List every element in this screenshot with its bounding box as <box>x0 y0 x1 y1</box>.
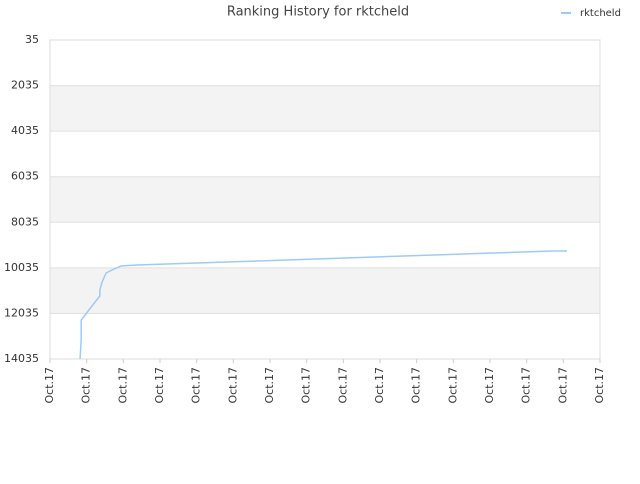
x-tick-label: Oct.17 <box>336 367 349 404</box>
x-tick-label: Oct.17 <box>226 367 239 404</box>
chart-title: Ranking History for rktcheld <box>227 5 409 20</box>
y-tick-label: 14035 <box>4 352 39 365</box>
y-tick-label: 2035 <box>11 79 39 92</box>
x-tick-label: Oct.17 <box>190 367 203 404</box>
x-tick-label: Oct.17 <box>483 367 496 404</box>
x-tick-label: Oct.17 <box>43 367 56 404</box>
y-tick-label: 12035 <box>4 306 39 319</box>
x-tick-label: Oct.17 <box>300 367 313 404</box>
y-tick-label: 4035 <box>11 124 39 137</box>
y-tick-label: 10035 <box>4 261 39 274</box>
grid-band <box>50 85 600 132</box>
x-tick-label: Oct.17 <box>446 367 459 404</box>
x-tick-label: Oct.17 <box>116 367 129 404</box>
x-tick-label: Oct.17 <box>593 367 606 404</box>
legend-label: rktcheld <box>580 8 621 19</box>
grid-band <box>50 267 600 314</box>
x-tick-label: Oct.17 <box>263 367 276 404</box>
plot-frame <box>49 39 601 360</box>
x-tick-label: Oct.17 <box>556 367 569 404</box>
y-tick-label: 6035 <box>11 170 39 183</box>
x-tick-label: Oct.17 <box>410 367 423 404</box>
y-tick-label: 8035 <box>11 215 39 228</box>
grid-band <box>50 176 600 223</box>
line-series <box>79 250 567 360</box>
x-tick-label: Oct.17 <box>373 367 386 404</box>
x-tick-label: Oct.17 <box>520 367 533 404</box>
y-tick-label: 35 <box>25 33 39 46</box>
x-tick-label: Oct.17 <box>153 367 166 404</box>
x-tick-label: Oct.17 <box>80 367 93 404</box>
